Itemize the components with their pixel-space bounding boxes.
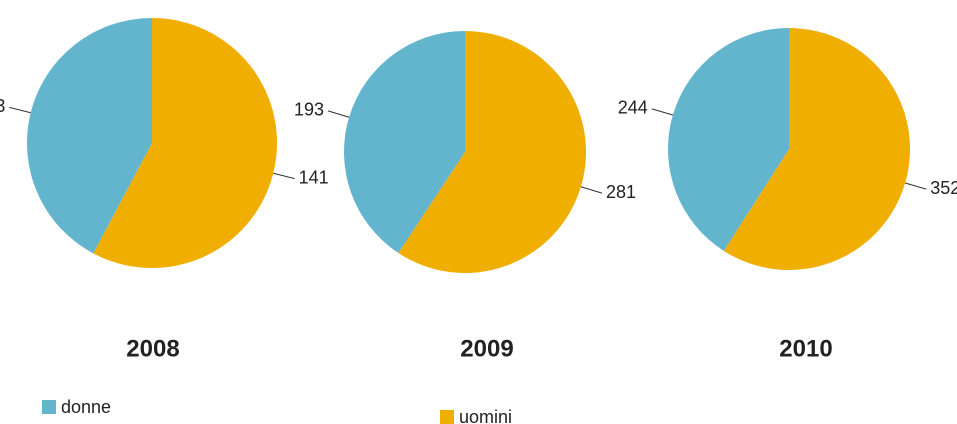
pie-slice [398, 31, 586, 273]
data-label: 103 [0, 96, 5, 116]
leader-line [9, 106, 31, 114]
leader-line [327, 110, 350, 118]
data-label: 281 [606, 182, 636, 202]
pie-title: 2010 [779, 335, 832, 362]
leader-line [904, 182, 927, 190]
legend-label: uomini [459, 407, 512, 424]
pie-slice [93, 18, 278, 268]
data-label: 244 [618, 98, 648, 118]
legend-label: donne [61, 397, 111, 417]
pie-slice [26, 18, 153, 254]
pie-slice [723, 28, 910, 271]
leader-line [651, 108, 674, 116]
leader-line [273, 172, 295, 180]
pie-slice [667, 27, 789, 251]
data-label: 352 [930, 178, 957, 198]
legend-swatch [42, 400, 56, 414]
pie-title: 2009 [460, 335, 513, 362]
legend-swatch [440, 410, 454, 424]
data-label: 193 [294, 100, 324, 120]
leader-line [580, 186, 603, 194]
data-label: 141 [299, 167, 329, 187]
pie-title: 2008 [126, 335, 179, 362]
pie-slice [344, 31, 465, 253]
